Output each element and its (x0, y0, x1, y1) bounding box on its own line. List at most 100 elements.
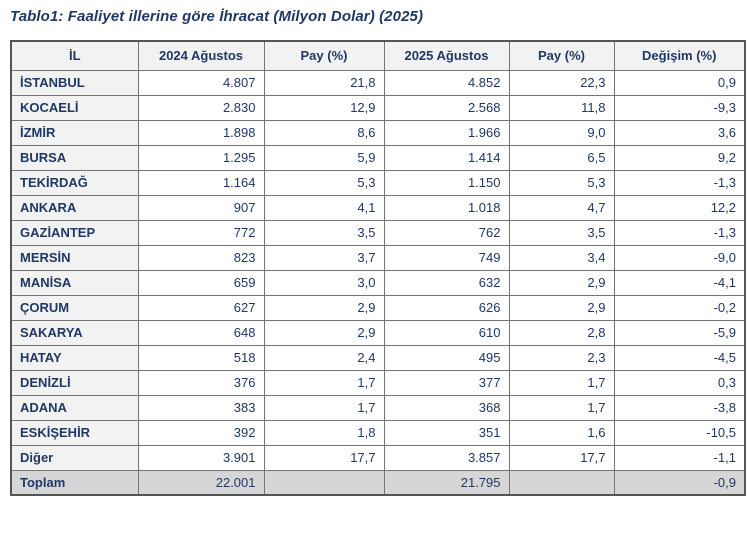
value-cell: 2,9 (508, 294, 615, 321)
total-value-cell (508, 469, 615, 496)
table-header-row: İL 2024 Ağustos Pay (%) 2025 Ağustos Pay… (10, 40, 746, 71)
province-cell: KOCAELİ (10, 94, 139, 121)
table-row: İSTANBUL 4.807 21,8 4.852 22,3 0,9 (10, 69, 746, 96)
col-header-degisim: Değişim (%) (613, 40, 746, 71)
table-row: MERSİN 823 3,7 749 3,4 -9,0 (10, 244, 746, 271)
value-cell: 17,7 (508, 444, 615, 471)
value-cell: 5,3 (263, 169, 385, 196)
value-cell: 6,5 (508, 144, 615, 171)
value-cell: -9,0 (613, 244, 746, 271)
value-cell: -1,1 (613, 444, 746, 471)
value-cell: 3.901 (137, 444, 265, 471)
table-row: Diğer 3.901 17,7 3.857 17,7 -1,1 (10, 444, 746, 471)
value-cell: 0,3 (613, 369, 746, 396)
value-cell: 495 (383, 344, 510, 371)
province-cell: MERSİN (10, 244, 139, 271)
value-cell: 610 (383, 319, 510, 346)
value-cell: 1,7 (508, 394, 615, 421)
value-cell: 3,4 (508, 244, 615, 271)
province-cell: HATAY (10, 344, 139, 371)
table-row: BURSA 1.295 5,9 1.414 6,5 9,2 (10, 144, 746, 171)
value-cell: 762 (383, 219, 510, 246)
value-cell: 749 (383, 244, 510, 271)
value-cell: 1.164 (137, 169, 265, 196)
value-cell: 1.966 (383, 119, 510, 146)
table-row: İZMİR 1.898 8,6 1.966 9,0 3,6 (10, 119, 746, 146)
province-cell: TEKİRDAĞ (10, 169, 139, 196)
province-cell: MANİSA (10, 269, 139, 296)
value-cell: 11,8 (508, 94, 615, 121)
table-row: HATAY 518 2,4 495 2,3 -4,5 (10, 344, 746, 371)
value-cell: 3.857 (383, 444, 510, 471)
table-row: ADANA 383 1,7 368 1,7 -3,8 (10, 394, 746, 421)
province-cell: BURSA (10, 144, 139, 171)
value-cell: 12,9 (263, 94, 385, 121)
value-cell: 9,2 (613, 144, 746, 171)
value-cell: 632 (383, 269, 510, 296)
table-row: KOCAELİ 2.830 12,9 2.568 11,8 -9,3 (10, 94, 746, 121)
value-cell: 2.568 (383, 94, 510, 121)
table-row: SAKARYA 648 2,9 610 2,8 -5,9 (10, 319, 746, 346)
value-cell: 2,9 (508, 269, 615, 296)
total-value-cell: 21.795 (383, 469, 510, 496)
value-cell: 659 (137, 269, 265, 296)
value-cell: 2,8 (508, 319, 615, 346)
table-row: ANKARA 907 4,1 1.018 4,7 12,2 (10, 194, 746, 221)
value-cell: 627 (137, 294, 265, 321)
value-cell: 4,7 (508, 194, 615, 221)
value-cell: 1,7 (263, 369, 385, 396)
province-cell: GAZİANTEP (10, 219, 139, 246)
value-cell: -4,5 (613, 344, 746, 371)
province-cell: SAKARYA (10, 319, 139, 346)
value-cell: 8,6 (263, 119, 385, 146)
province-cell: İSTANBUL (10, 69, 139, 96)
value-cell: 2.830 (137, 94, 265, 121)
province-cell: ESKİŞEHİR (10, 419, 139, 446)
col-header-pay-2025: Pay (%) (508, 40, 615, 71)
value-cell: 4,1 (263, 194, 385, 221)
total-value-cell (263, 469, 385, 496)
export-table: İL 2024 Ağustos Pay (%) 2025 Ağustos Pay… (10, 40, 746, 496)
value-cell: 1.150 (383, 169, 510, 196)
value-cell: 823 (137, 244, 265, 271)
value-cell: 1,8 (263, 419, 385, 446)
value-cell: 1,6 (508, 419, 615, 446)
value-cell: -5,9 (613, 319, 746, 346)
total-row: Toplam 22.001 21.795 -0,9 (10, 469, 746, 496)
col-header-2025-agustos: 2025 Ağustos (383, 40, 510, 71)
value-cell: 1,7 (508, 369, 615, 396)
value-cell: 392 (137, 419, 265, 446)
table-row: ESKİŞEHİR 392 1,8 351 1,6 -10,5 (10, 419, 746, 446)
value-cell: 772 (137, 219, 265, 246)
table-row: DENİZLİ 376 1,7 377 1,7 0,3 (10, 369, 746, 396)
col-header-pay-2024: Pay (%) (263, 40, 385, 71)
value-cell: -1,3 (613, 169, 746, 196)
value-cell: 377 (383, 369, 510, 396)
value-cell: 3,7 (263, 244, 385, 271)
value-cell: 626 (383, 294, 510, 321)
value-cell: 376 (137, 369, 265, 396)
value-cell: 12,2 (613, 194, 746, 221)
value-cell: 648 (137, 319, 265, 346)
value-cell: 17,7 (263, 444, 385, 471)
value-cell: 383 (137, 394, 265, 421)
province-cell: İZMİR (10, 119, 139, 146)
table-row: MANİSA 659 3,0 632 2,9 -4,1 (10, 269, 746, 296)
province-cell: DENİZLİ (10, 369, 139, 396)
value-cell: 4.852 (383, 69, 510, 96)
province-cell: ÇORUM (10, 294, 139, 321)
value-cell: 5,9 (263, 144, 385, 171)
value-cell: 907 (137, 194, 265, 221)
value-cell: 21,8 (263, 69, 385, 96)
value-cell: -4,1 (613, 269, 746, 296)
value-cell: 3,0 (263, 269, 385, 296)
table-row: TEKİRDAĞ 1.164 5,3 1.150 5,3 -1,3 (10, 169, 746, 196)
value-cell: 5,3 (508, 169, 615, 196)
value-cell: 1.898 (137, 119, 265, 146)
value-cell: 2,3 (508, 344, 615, 371)
value-cell: -9,3 (613, 94, 746, 121)
value-cell: 3,5 (263, 219, 385, 246)
value-cell: 2,9 (263, 294, 385, 321)
value-cell: 0,9 (613, 69, 746, 96)
table-row: ÇORUM 627 2,9 626 2,9 -0,2 (10, 294, 746, 321)
